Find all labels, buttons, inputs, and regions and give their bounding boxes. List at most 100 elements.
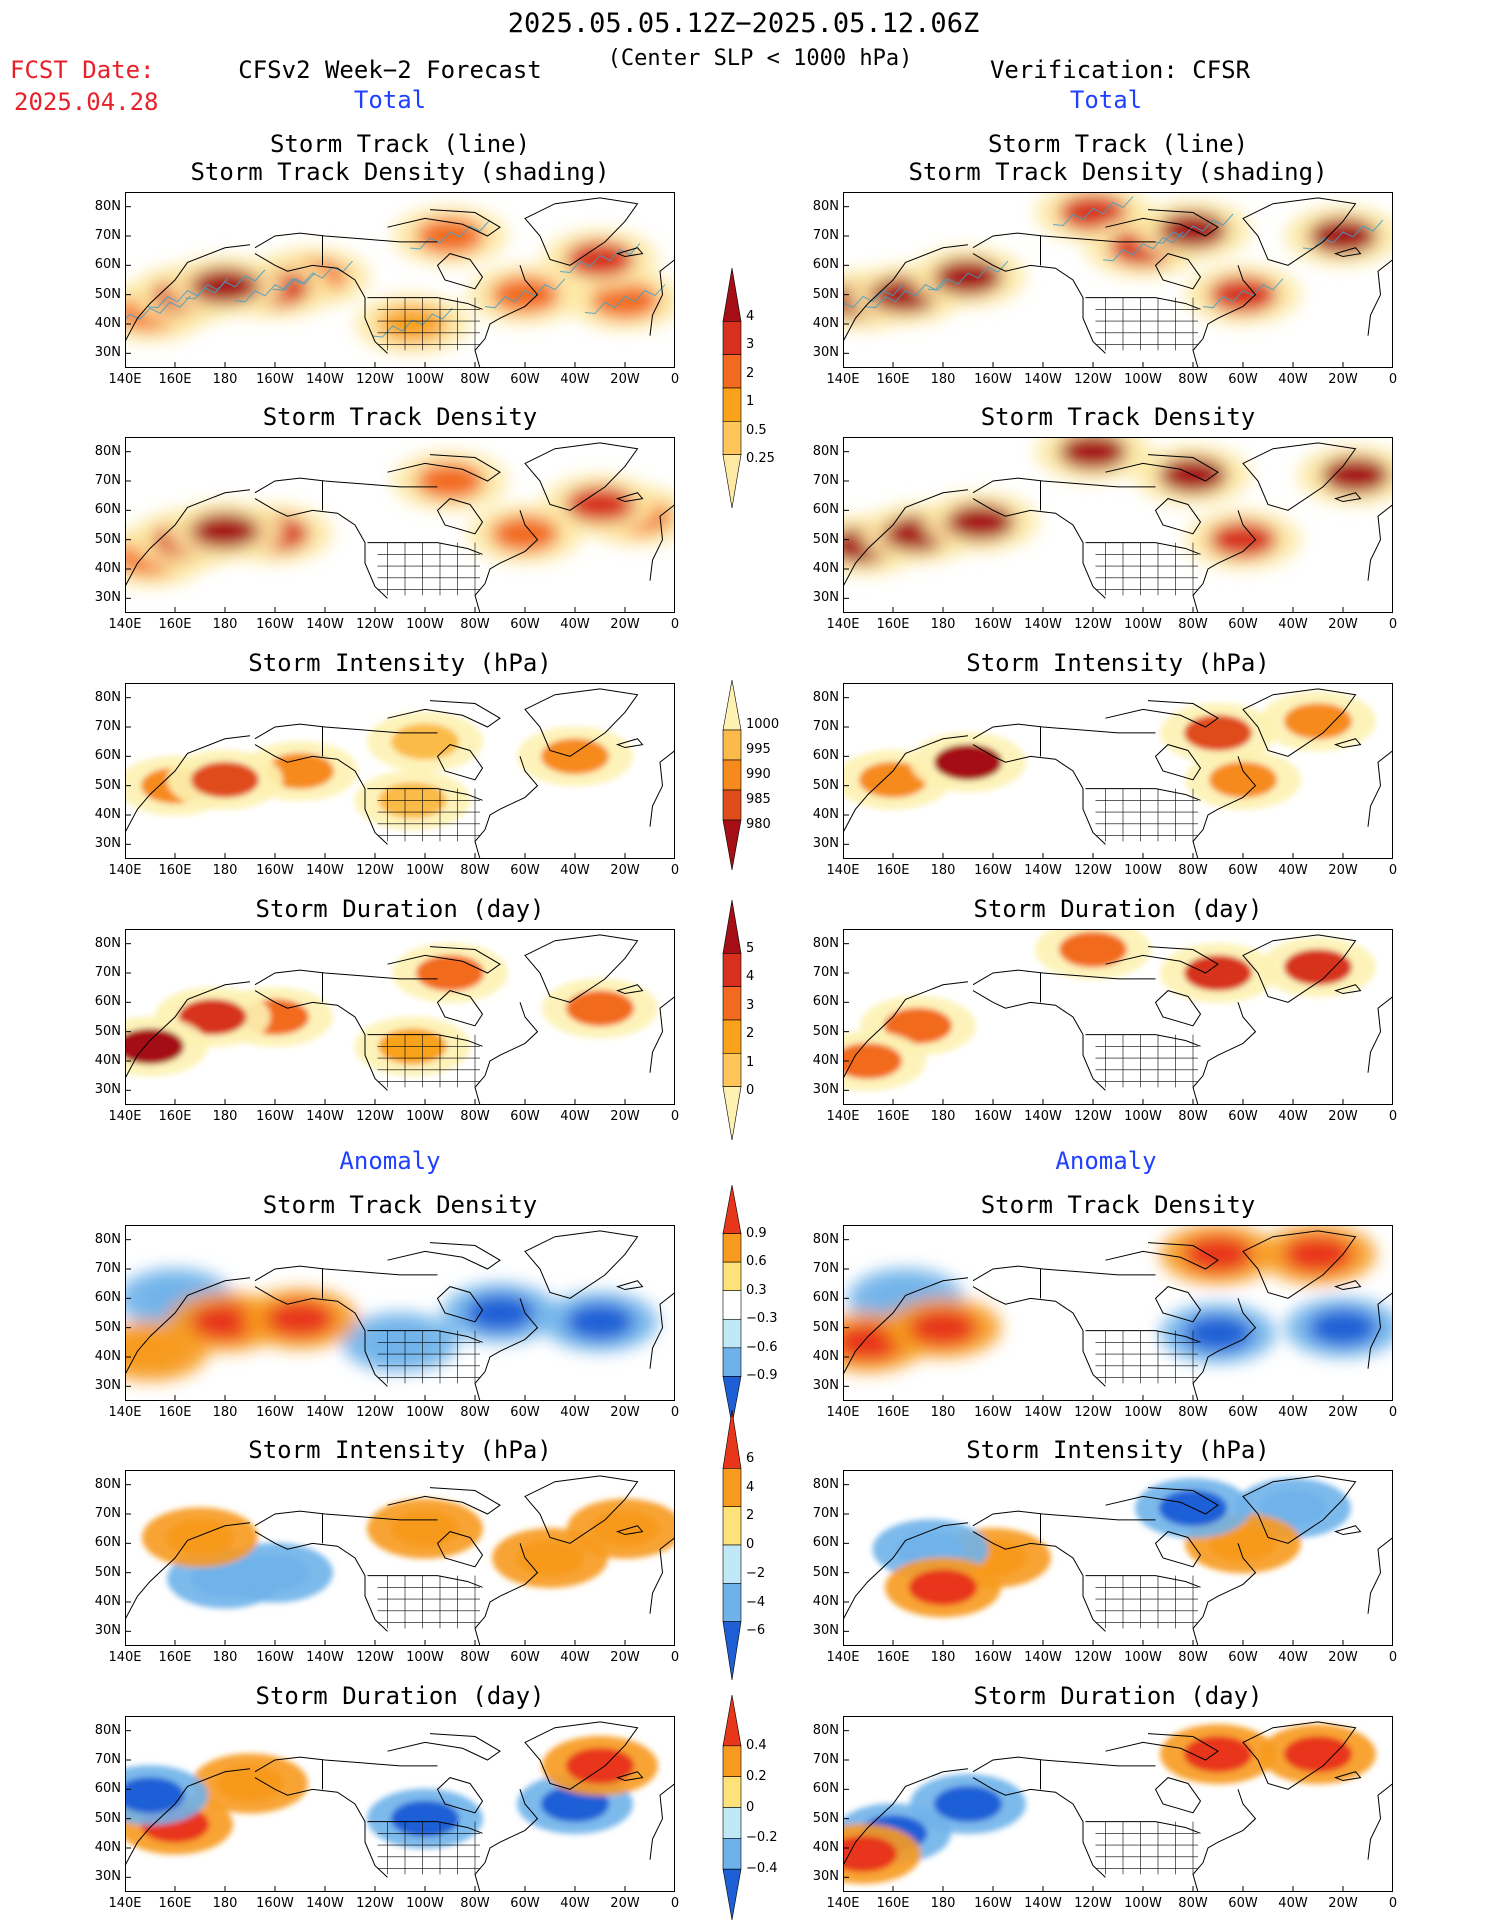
duration-colorbar-swatch bbox=[722, 953, 742, 987]
cfsr-total-intensity-lon-label: 160E bbox=[876, 863, 910, 878]
forecast-anom-intensity-title: Storm Intensity (hPa) bbox=[248, 1436, 552, 1464]
forecast-total-track-track-line bbox=[559, 243, 641, 273]
cfsr-anom-duration-lon-label: 0 bbox=[1388, 1896, 1398, 1911]
forecast-anom-duration-coastline bbox=[615, 1771, 644, 1782]
forecast-total-density-lat-label: 30N bbox=[94, 590, 121, 606]
cfsr-anom-duration-lon-label: 160E bbox=[876, 1896, 910, 1911]
forecast-anom-duration-lon-label: 140E bbox=[108, 1896, 142, 1911]
cfsr-total-density-lon-label: 120W bbox=[1074, 617, 1112, 632]
cfsr-anom-intensity-lat-label: 80N bbox=[812, 1476, 839, 1492]
forecast-total-density-lon-label: 160W bbox=[256, 617, 294, 632]
forecast-anom-density-lon-label: 0 bbox=[670, 1405, 680, 1420]
cfsr-total-track-track-line bbox=[1102, 231, 1184, 262]
cfsr-total-density-lon-label: 0 bbox=[1388, 617, 1398, 632]
forecast-total-intensity-lon-label: 180 bbox=[212, 863, 238, 878]
cfsr-total-intensity-lon-label: 120W bbox=[1074, 863, 1112, 878]
cfsr-anom-intensity-lon-label: 140E bbox=[826, 1650, 860, 1665]
cfsr-total-track-track-line bbox=[865, 278, 946, 309]
density-colorbar-label: 4 bbox=[746, 308, 755, 324]
forecast-total-duration-coastline bbox=[649, 996, 675, 1073]
cfsr-total-duration-coastline bbox=[1105, 946, 1219, 974]
cfsr-anom-intensity-coastline bbox=[1367, 1537, 1393, 1614]
cfsr-anom-duration-title: Storm Duration (day) bbox=[973, 1682, 1263, 1710]
cfsr-total-intensity-lon-label: 160W bbox=[974, 863, 1012, 878]
forecast-total-intensity-blob bbox=[191, 761, 259, 798]
forecast-total-duration-coastline bbox=[524, 934, 639, 1003]
forecast-total-track-lon-label: 140E bbox=[108, 372, 142, 387]
forecast-anom-density-map: 80N 70N 60N 50N 40N 30N 140E 160E 180 160W 140W 120… bbox=[95, 1225, 679, 1420]
cfsr-anom-density-coastline bbox=[1154, 1286, 1202, 1323]
forecast-anom-intensity-lon-label: 20W bbox=[610, 1650, 640, 1665]
cfsr-total-intensity-coastline bbox=[972, 723, 1156, 740]
anomaly-density-colorbar-swatch bbox=[722, 1261, 742, 1292]
cfsr-total-density-lat-label: 50N bbox=[812, 531, 839, 547]
cfsr-total-intensity-blob bbox=[1284, 703, 1352, 740]
cfsr-total-duration-title: Storm Duration (day) bbox=[973, 895, 1263, 923]
fcst-date-label: FCST Date: bbox=[10, 56, 155, 84]
cfsr-total-intensity-frame bbox=[843, 683, 1393, 859]
anomaly-density-colorbar-label: 0.9 bbox=[746, 1225, 767, 1241]
forecast-anom-intensity-svg bbox=[125, 1470, 675, 1646]
cfsr-anom-duration-coastline bbox=[843, 1768, 969, 1866]
cfsr-total-intensity-blob bbox=[1184, 714, 1252, 751]
page-subtitle: (Center SLP < 1000 hPa) bbox=[607, 46, 913, 71]
anomaly-density-colorbar-swatch bbox=[722, 1290, 742, 1320]
forecast-total-density-map: 80N 70N 60N 50N 40N 30N 140E 160E 180 160W 140W 120… bbox=[95, 437, 679, 632]
forecast-total-density-coastline bbox=[387, 454, 501, 482]
forecast-total-track-title: Storm Track (line) bbox=[269, 130, 531, 158]
forecast-total-density-title: Storm Track Density bbox=[262, 403, 538, 431]
forecast-total-duration-lat-label: 80N bbox=[94, 935, 121, 951]
cfsr-anom-density-lon-label: 100W bbox=[1124, 1405, 1162, 1420]
forecast-total-duration-lat-label: 50N bbox=[94, 1023, 121, 1039]
anomaly-intensity-colorbar-swatch bbox=[722, 1621, 742, 1681]
cfsr-total-track-coastline bbox=[1105, 209, 1219, 237]
cfsr-total-track-blob bbox=[1059, 194, 1127, 231]
cfsr-total-track-lon-label: 140W bbox=[1024, 372, 1062, 387]
forecast-total-duration-coastline bbox=[387, 946, 501, 974]
forecast-anom-duration-blob bbox=[391, 1800, 459, 1837]
forecast-total-density-lat-label: 80N bbox=[94, 443, 121, 459]
cfsr-total-track-lat-label: 40N bbox=[812, 316, 839, 331]
forecast-total-track-track-line bbox=[584, 284, 666, 315]
cfsr-total-duration-svg bbox=[843, 929, 1393, 1105]
cfsr-total-density-coastline bbox=[1367, 504, 1393, 581]
forecast-anom-density-lon-label: 140E bbox=[108, 1405, 142, 1420]
forecast-total-density-blob bbox=[416, 463, 484, 499]
cfsr-total-duration-coastline bbox=[1242, 934, 1357, 1003]
forecast-total-track-lon-label: 140W bbox=[306, 372, 344, 387]
forecast-total-track-coastline bbox=[615, 247, 644, 258]
anomaly-density-colorbar-label: −0.9 bbox=[746, 1368, 778, 1384]
cfsr-total-density-blob bbox=[1059, 437, 1127, 470]
forecast-total-density-lon-label: 120W bbox=[356, 617, 394, 632]
cfsr-total-density-lat-label: 30N bbox=[812, 590, 839, 606]
cfsr-anom-duration-lat-label: 80N bbox=[812, 1722, 839, 1738]
forecast-total-intensity-coastline bbox=[254, 744, 388, 845]
density-colorbar-label: 1 bbox=[746, 394, 755, 410]
forecast-total-density-lon-label: 160E bbox=[158, 617, 192, 632]
forecast-anom-density-coastline bbox=[254, 1286, 388, 1387]
forecast-total-duration-blob bbox=[125, 1028, 184, 1065]
cfsr-total-track-coastline bbox=[972, 232, 1156, 249]
cfsr-anom-density-lon-label: 0 bbox=[1388, 1405, 1398, 1420]
forecast-anom-intensity-lon-label: 180 bbox=[212, 1650, 238, 1665]
forecast-anom-duration-coastline bbox=[254, 1756, 438, 1773]
cfsr-anom-density-lon-label: 120W bbox=[1074, 1405, 1112, 1420]
cfsr-total-track-coastline bbox=[1242, 197, 1357, 266]
cfsr-total-track-lon-label: 0 bbox=[1388, 372, 1398, 387]
cfsr-anom-duration-lat-label: 30N bbox=[812, 1869, 839, 1885]
forecast-total-duration-coastline bbox=[254, 990, 388, 1091]
forecast-anom-intensity-blob bbox=[166, 1519, 234, 1556]
density-colorbar-label: 2 bbox=[746, 365, 755, 381]
forecast-total-intensity-blob bbox=[266, 753, 334, 789]
forecast-total-duration-coastline bbox=[436, 990, 484, 1027]
anomaly-density-colorbar-swatch bbox=[722, 1233, 742, 1263]
cfsr-total-duration-frame bbox=[843, 929, 1393, 1105]
cfsr-anom-intensity-lat-label: 70N bbox=[812, 1506, 839, 1521]
cfsr-anom-density-blob bbox=[1309, 1309, 1377, 1346]
forecast-anom-duration-blob bbox=[566, 1747, 634, 1784]
cfsr-anom-duration-lat-label: 40N bbox=[812, 1840, 839, 1855]
cfsr-total-density-lon-label: 80W bbox=[1178, 617, 1208, 632]
cfsr-total-track-coastline bbox=[1085, 297, 1201, 310]
cfsr-total-duration-lat-label: 50N bbox=[812, 1023, 839, 1039]
forecast-anom-density-coastline bbox=[125, 1277, 251, 1375]
